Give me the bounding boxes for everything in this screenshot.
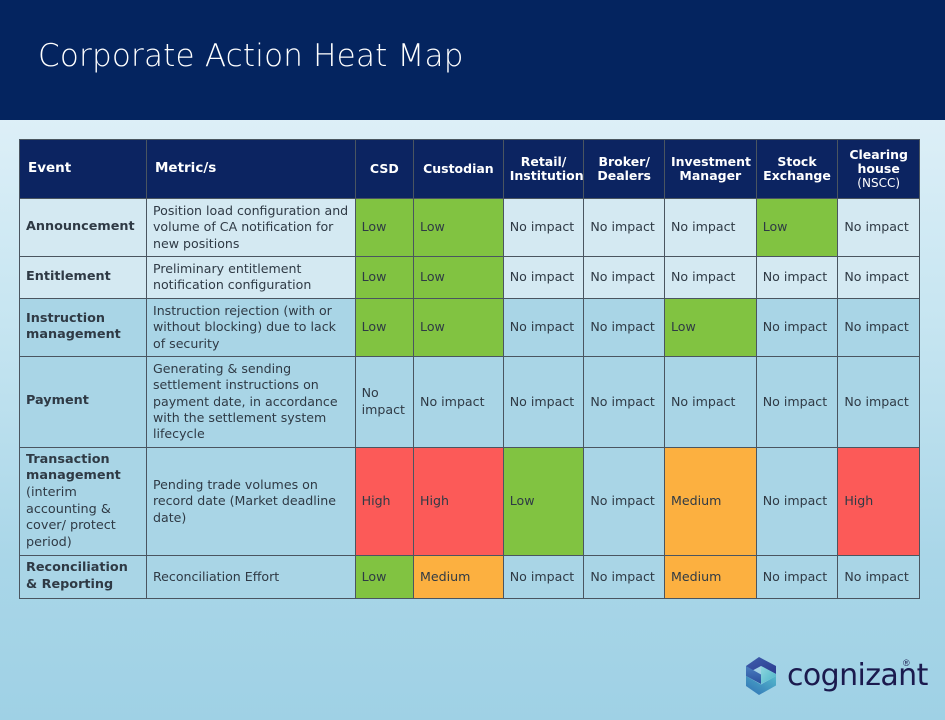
metric-cell: Position load configuration and volume o… (145, 197, 356, 258)
heatmap-cell: No impact (413, 355, 504, 448)
column-header-clearing-house: Clearing house (NSCC) (837, 139, 920, 199)
column-header-retail-institution: Retail/ Institution (502, 139, 585, 199)
column-header-stock-exchange: Stock Exchange (755, 139, 839, 199)
table-row: Payment Generating & sending settlement i… (19, 355, 920, 448)
heatmap-cell: No impact (837, 197, 920, 258)
heatmap-cell: No impact (583, 256, 665, 299)
heatmap-cell: Medium (663, 446, 757, 557)
heatmap-cell: No impact (502, 355, 585, 448)
column-header-custodian: Custodian (413, 139, 504, 199)
broker-line-1: Broker/ (598, 153, 650, 169)
heatmap-cell: Medium (413, 555, 504, 599)
corporate-action-heatmap-table: Event Metric/s CSD Custodian Retail/ Ins… (19, 139, 920, 599)
heatmap-cell: Low (663, 297, 757, 357)
event-cell: Reconciliation & Reporting (19, 555, 147, 599)
page-title: Corporate Action Heat Map (38, 38, 464, 74)
metric-cell: Pending trade volumes on record date (Ma… (145, 446, 356, 557)
heatmap-cell: Low (354, 256, 415, 299)
broker-line-2: Dealers (597, 168, 651, 183)
heatmap-cell: High (354, 446, 415, 557)
cognizant-logo: cognizant ® (737, 652, 928, 700)
heatmap-cell: High (413, 446, 504, 557)
heatmap-cell: No impact (502, 256, 585, 299)
heatmap-cell: No impact (755, 555, 839, 599)
table-body: Announcement Position load configuration … (19, 197, 920, 599)
heatmap-cell: Low (354, 297, 415, 357)
cognizant-wordmark: cognizant (787, 658, 928, 693)
column-header-broker-dealers: Broker/ Dealers (583, 139, 665, 199)
heatmap-cell: No impact (837, 256, 920, 299)
header-row: Event Metric/s CSD Custodian Retail/ Ins… (19, 139, 920, 199)
cognizant-hexagon-mark-icon (746, 657, 776, 695)
stock-line-1: Stock (777, 153, 817, 169)
stock-line-2: Exchange (763, 168, 831, 183)
clearing-line-1: Clearing (849, 146, 908, 162)
heatmap-cell: No impact (583, 446, 665, 557)
event-cell: Payment (19, 355, 147, 448)
heatmap-cell: No impact (837, 555, 920, 599)
heatmap-cell: High (837, 446, 920, 557)
heatmap-cell: No impact (663, 256, 757, 299)
heatmap-cell: No impact (583, 197, 665, 258)
table-row: Reconciliation & Reporting Reconciliation… (19, 555, 920, 599)
heatmap-cell: No impact (502, 555, 585, 599)
registered-trademark-icon: ® (903, 658, 910, 668)
heatmap-cell: Low (413, 197, 504, 258)
heatmap-cell: No impact (354, 355, 415, 448)
investment-line-2: Manager (679, 168, 742, 183)
clearing-subtitle: (NSCC) (857, 175, 901, 190)
heatmap-cell: Low (755, 197, 839, 258)
column-header-investment-manager: Investment Manager (663, 139, 757, 199)
heatmap-cell: No impact (583, 355, 665, 448)
heatmap-cell: No impact (837, 355, 920, 448)
table-row: Announcement Position load configuration … (19, 197, 920, 258)
retail-line-2: Institution (509, 168, 584, 183)
heatmap-cell: Low (413, 297, 504, 357)
metric-cell: Reconciliation Effort (145, 555, 356, 599)
event-cell: Instruction management (19, 297, 147, 357)
heatmap-cell: No impact (583, 555, 665, 599)
table-row: Entitlement Preliminary entitlement notif… (19, 256, 920, 299)
heatmap-cell: No impact (837, 297, 920, 357)
event-cell: Transaction management (interim accounti… (19, 446, 147, 557)
metric-cell: Generating & sending settlement instruct… (145, 355, 356, 448)
column-header-event: Event (19, 139, 147, 199)
event-cell-note: (interim accounting & cover/ protect per… (26, 484, 116, 550)
heatmap-cell: No impact (502, 197, 585, 258)
event-cell: Entitlement (19, 256, 147, 299)
table-row: Instruction management Instruction reject… (19, 297, 920, 357)
heatmap-cell: No impact (755, 446, 839, 557)
heatmap-cell: No impact (755, 256, 839, 299)
event-cell: Announcement (19, 197, 147, 258)
column-header-csd: CSD (354, 139, 415, 199)
metric-cell: Preliminary entitlement notification con… (145, 256, 356, 299)
heatmap-cell: No impact (663, 197, 757, 258)
heatmap-cell: Low (413, 256, 504, 299)
heatmap-cell: Low (354, 555, 415, 599)
heatmap-cell: Medium (663, 555, 757, 599)
metric-cell: Instruction rejection (with or without b… (145, 297, 356, 357)
heatmap-cell: No impact (755, 297, 839, 357)
heatmap-cell: Low (354, 197, 415, 258)
table-header: Event Metric/s CSD Custodian Retail/ Ins… (19, 139, 920, 199)
retail-line-1: Retail/ (520, 153, 567, 169)
title-band: Corporate Action Heat Map (0, 0, 945, 120)
column-header-metric: Metric/s (145, 139, 356, 199)
table-row: Transaction management (interim accounti… (19, 446, 920, 557)
investment-line-1: Investment (670, 153, 751, 169)
heatmap-cell: Low (502, 446, 585, 557)
heatmap-cell: No impact (502, 297, 585, 357)
clearing-line-2: house (857, 161, 900, 177)
heatmap-cell: No impact (583, 297, 665, 357)
heatmap-table-wrapper: Event Metric/s CSD Custodian Retail/ Ins… (19, 139, 920, 599)
heatmap-cell: No impact (755, 355, 839, 448)
heatmap-cell: No impact (663, 355, 757, 448)
